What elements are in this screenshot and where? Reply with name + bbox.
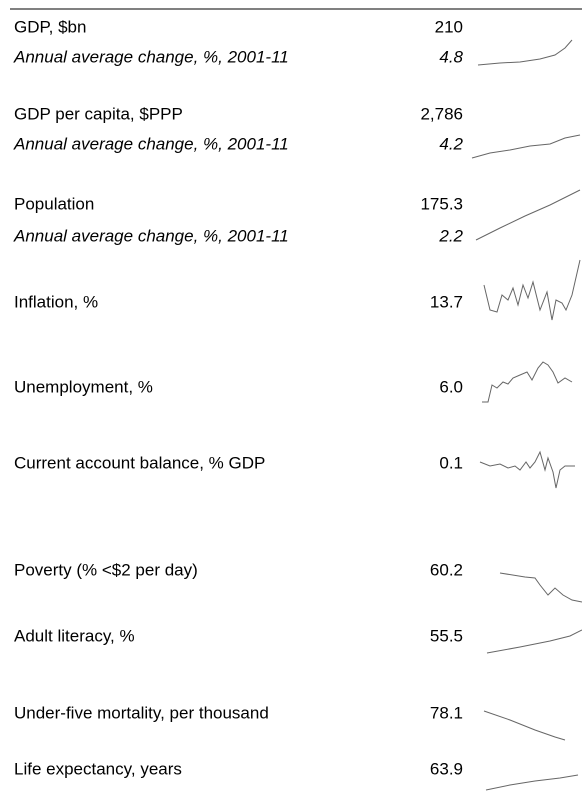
- sparkline: [486, 629, 582, 654]
- row-label: Unemployment, %: [14, 377, 153, 396]
- row-label: Life expectancy, years: [14, 759, 182, 778]
- sparkline: [477, 39, 573, 66]
- row-value: 210: [435, 17, 463, 36]
- sparklines: [471, 39, 582, 791]
- sparkline: [471, 134, 581, 159]
- sparkline: [483, 259, 581, 321]
- sparkline: [479, 450, 575, 489]
- row-value: 6.0: [439, 377, 463, 396]
- sparkline: [485, 774, 579, 791]
- row-value: 2.2: [438, 226, 463, 245]
- row-label: Inflation, %: [14, 292, 98, 311]
- row-label: GDP, $bn: [14, 17, 86, 36]
- sparkline: [499, 572, 582, 603]
- sparkline: [483, 710, 566, 741]
- row-label: GDP per capita, $PPP: [14, 104, 183, 123]
- row-value: 78.1: [430, 703, 463, 722]
- row-label: Annual average change, %, 2001-11: [13, 47, 289, 66]
- row-label: Annual average change, %, 2001-11: [13, 226, 289, 245]
- row-value: 0.1: [439, 453, 463, 472]
- row-label: Population: [14, 194, 94, 213]
- row-value: 13.7: [430, 292, 463, 311]
- row-value: 175.3: [420, 194, 463, 213]
- row-value: 63.9: [430, 759, 463, 778]
- row-value: 2,786: [420, 104, 463, 123]
- row-label: Under-five mortality, per thousand: [14, 703, 269, 722]
- row-value: 60.2: [430, 560, 463, 579]
- row-label: Adult literacy, %: [14, 626, 135, 645]
- sparkline: [475, 189, 581, 241]
- sparkline: [482, 361, 573, 403]
- row-label: Annual average change, %, 2001-11: [13, 134, 289, 153]
- row-value: 55.5: [430, 626, 463, 645]
- row-label: Poverty (% <$2 per day): [14, 560, 198, 579]
- row-value: 4.8: [439, 47, 463, 66]
- row-value: 4.2: [439, 134, 463, 153]
- row-label: Current account balance, % GDP: [14, 453, 265, 472]
